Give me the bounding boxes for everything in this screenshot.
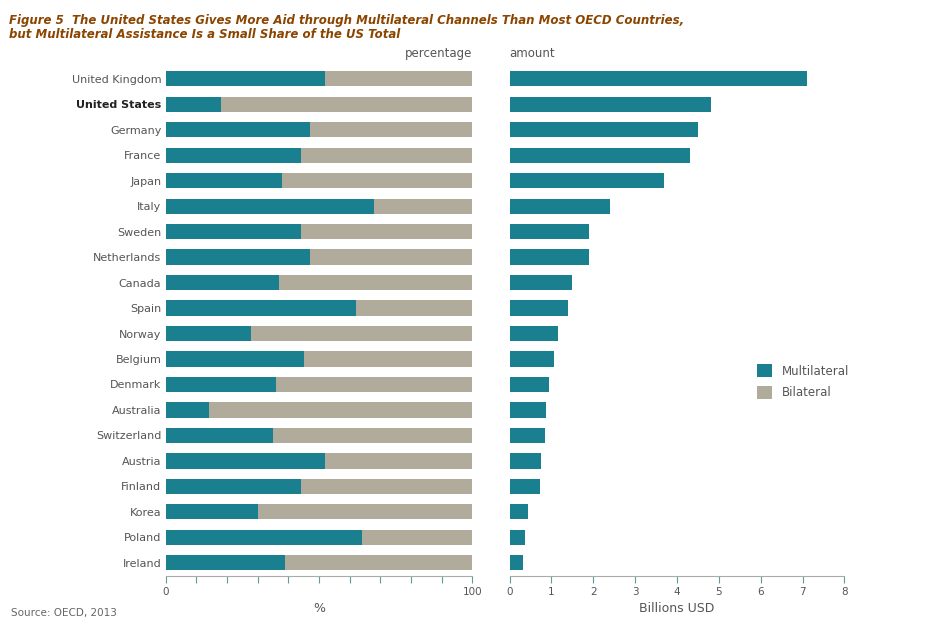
Bar [276,377,472,392]
Bar [510,97,711,112]
Bar [166,173,282,188]
Bar [510,275,572,290]
Bar [166,479,300,494]
Bar [251,326,472,341]
Bar [166,301,356,316]
Bar [279,275,472,290]
Bar [510,530,525,545]
Bar [166,428,273,443]
Bar [362,530,472,545]
Bar [510,224,590,239]
Bar [510,173,664,188]
Bar [166,199,374,214]
Text: Figure 5  The United States Gives More Aid through Multilateral Channels Than Mo: Figure 5 The United States Gives More Ai… [9,14,684,27]
Bar [300,224,472,239]
Bar [166,555,286,571]
Bar [208,403,472,418]
Bar [510,454,541,469]
Bar [510,352,553,367]
Bar [326,454,472,469]
Bar [510,326,558,341]
X-axis label: Billions USD: Billions USD [639,601,715,615]
Bar [166,454,326,469]
Bar [166,97,220,112]
Text: percentage: percentage [405,47,472,60]
Bar [166,352,303,367]
Bar [166,326,251,341]
Bar [510,428,545,443]
Bar [326,71,472,86]
Bar [273,428,472,443]
Bar [166,530,362,545]
Bar [166,148,300,163]
Bar [300,148,472,163]
Bar [166,71,326,86]
Bar [300,479,472,494]
Legend: Multilateral, Bilateral: Multilateral, Bilateral [757,364,849,399]
Text: but Multilateral Assistance Is a Small Share of the US Total: but Multilateral Assistance Is a Small S… [9,28,401,41]
Bar [510,250,590,265]
Bar [510,504,528,520]
Bar [510,199,610,214]
Bar [510,122,698,137]
Text: Source: OECD, 2013: Source: OECD, 2013 [11,608,117,618]
Bar [282,173,472,188]
Bar [510,479,539,494]
Bar [166,377,276,392]
Bar [510,71,806,86]
X-axis label: %: % [313,601,325,615]
Bar [166,122,310,137]
Bar [356,301,472,316]
Bar [510,377,550,392]
Bar [166,403,208,418]
Bar [166,224,300,239]
Bar [310,250,472,265]
Bar [303,352,472,367]
Bar [220,97,472,112]
Text: amount: amount [510,47,555,60]
Bar [510,301,568,316]
Bar [166,275,279,290]
Bar [510,403,546,418]
Bar [258,504,472,520]
Bar [166,504,258,520]
Bar [510,555,524,571]
Bar [166,250,310,265]
Bar [374,199,472,214]
Bar [310,122,472,137]
Bar [510,148,690,163]
Bar [286,555,472,571]
